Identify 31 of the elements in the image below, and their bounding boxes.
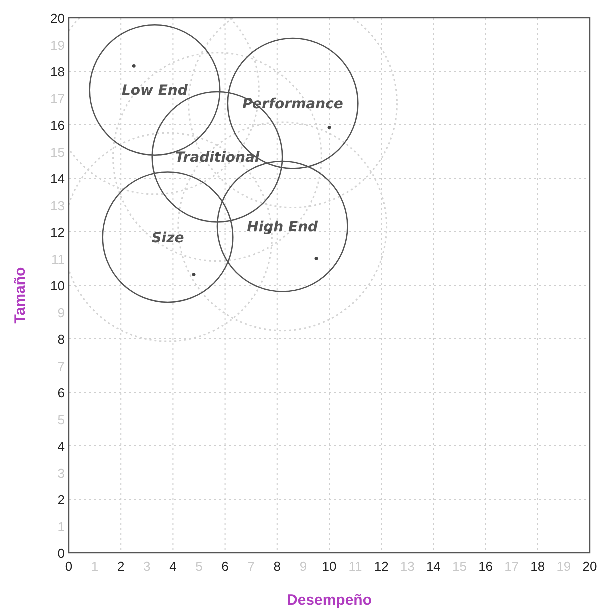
text: High End <box>247 220 320 236</box>
point <box>192 273 196 276</box>
y-tick-label: 14 <box>50 172 65 186</box>
x-tick-label: 6 <box>222 559 229 574</box>
x-tick-label: 2 <box>117 559 125 574</box>
y-tick-label: 16 <box>50 118 65 133</box>
x-tick-label: 12 <box>374 559 389 574</box>
x-tick-label: 16 <box>478 559 494 574</box>
x-tick-label: 14 <box>426 559 441 574</box>
text: Size <box>152 230 184 246</box>
x-tick-label: 18 <box>530 559 546 574</box>
x-tick-label: 10 <box>322 559 337 574</box>
point <box>314 257 318 260</box>
y-tick-label: 2 <box>58 492 65 508</box>
y-tick-label: 10 <box>50 278 65 294</box>
point <box>328 126 332 130</box>
x-tick-label: 20 <box>582 559 598 574</box>
y-tick-label: 18 <box>50 64 65 80</box>
y-tick-label: 20 <box>50 11 65 26</box>
y-tick-label: 4 <box>58 439 65 454</box>
y-axis-title: Tamaño <box>12 267 29 324</box>
x-tick-label: 4 <box>170 559 177 574</box>
text: Low End <box>122 83 189 100</box>
y-tick-label: 12 <box>50 225 65 240</box>
y-tick-label: 0 <box>58 546 65 561</box>
series-label: Traditional <box>175 150 260 166</box>
point <box>132 64 136 68</box>
y-tick-label: 6 <box>58 386 65 400</box>
x-tick-label: 8 <box>274 559 282 574</box>
y-tick-label: 8 <box>58 332 65 347</box>
x-axis-title: Desempeño <box>286 592 372 609</box>
